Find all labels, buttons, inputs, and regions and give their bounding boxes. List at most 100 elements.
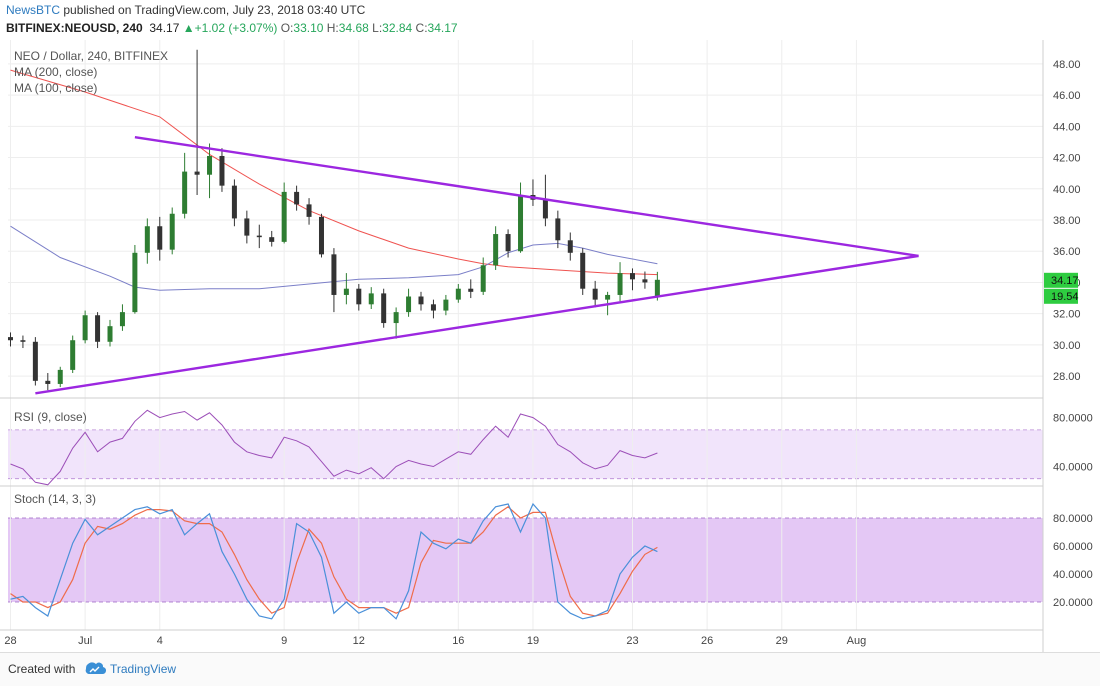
candle-body xyxy=(107,326,113,342)
last-price: 34.17 xyxy=(149,21,180,35)
ma200-line xyxy=(10,69,658,276)
price-tag-box xyxy=(1044,288,1078,304)
candle-body xyxy=(57,369,63,384)
candle-body xyxy=(555,218,561,241)
candle-body xyxy=(194,171,200,175)
main-legend-label: MA (100, close) xyxy=(14,81,97,95)
candle-body xyxy=(32,341,38,381)
high-label: H: xyxy=(326,21,339,35)
tradingview-link[interactable]: TradingView xyxy=(110,662,177,676)
rsi-tick-label: 40.0000 xyxy=(1053,461,1093,473)
candle-body xyxy=(182,171,188,214)
price-tick-label: 40.00 xyxy=(1053,184,1081,196)
candle-body xyxy=(95,315,101,342)
created-with-text: Created with xyxy=(8,662,76,676)
stoch-d-line xyxy=(10,506,658,617)
time-tick-label: Aug xyxy=(847,635,867,647)
candle-body xyxy=(119,312,125,327)
price-tick-label: 32.00 xyxy=(1053,309,1081,321)
main-legend-label: MA (200, close) xyxy=(14,65,97,79)
tradingview-logo-icon xyxy=(85,662,106,675)
candle-body xyxy=(244,218,250,236)
up-arrow-icon: ▲ xyxy=(182,21,195,35)
candle-body xyxy=(45,380,51,384)
author-link[interactable]: NewsBTC xyxy=(6,3,61,17)
candle-body xyxy=(468,288,474,292)
candle-body xyxy=(480,265,486,292)
time-tick-label: 16 xyxy=(452,635,464,647)
open-value: 33.10 xyxy=(293,21,324,35)
main-legend-label: NEO / Dollar, 240, BITFINEX xyxy=(14,49,168,63)
price-tag-label: 19.54 xyxy=(1051,291,1079,303)
published-text: published on TradingView.com, July 23, 2… xyxy=(60,3,366,17)
close-label: C: xyxy=(415,21,428,35)
candle-body xyxy=(318,216,324,255)
rsi-band xyxy=(8,429,1043,479)
footer-bar: Created with TradingView xyxy=(0,652,1100,686)
time-tick-label: 12 xyxy=(353,635,365,647)
candle-body xyxy=(505,234,511,252)
candle-body xyxy=(356,288,362,305)
candle-body xyxy=(219,155,225,186)
time-tick-label: Jul xyxy=(78,635,92,647)
price-tick-label: 38.00 xyxy=(1053,215,1081,227)
lower-trendline xyxy=(35,254,919,395)
candle-body xyxy=(592,288,598,300)
candle-body xyxy=(306,204,312,217)
stoch-tick-label: 60.0000 xyxy=(1053,541,1093,553)
candle-body xyxy=(231,185,237,219)
price-tick-label: 28.00 xyxy=(1053,371,1081,383)
candle-body xyxy=(642,279,648,283)
high-value: 34.68 xyxy=(338,21,369,35)
price-tick-label: 36.00 xyxy=(1053,246,1081,258)
price-change: +1.02 (+3.07%) xyxy=(194,21,278,35)
publish-line: NewsBTC published on TradingView.com, Ju… xyxy=(6,3,365,17)
stoch-tick-label: 80.0000 xyxy=(1053,513,1093,525)
stoch-tick-label: 20.0000 xyxy=(1053,597,1093,609)
price-tick-label: 30.00 xyxy=(1053,340,1081,352)
chart-header: NewsBTC published on TradingView.com, Ju… xyxy=(0,0,1100,40)
candle-body xyxy=(157,226,163,250)
candle-body xyxy=(7,337,13,341)
candle-body xyxy=(169,213,175,250)
candle-body xyxy=(331,254,337,295)
price-tick-label: 44.00 xyxy=(1053,121,1081,133)
candle-body xyxy=(343,288,349,295)
price-tag-box xyxy=(1044,272,1078,288)
price-tick-label: 46.00 xyxy=(1053,90,1081,102)
candle-body xyxy=(368,293,374,305)
stoch-k-line xyxy=(10,502,658,620)
price-tick-label: 42.00 xyxy=(1053,153,1081,165)
candle-body xyxy=(132,252,138,313)
candle-body xyxy=(455,288,461,300)
candle-body xyxy=(256,235,262,238)
time-tick-label: 4 xyxy=(157,635,163,647)
time-tick-label: 23 xyxy=(626,635,638,647)
candle-body xyxy=(269,237,275,242)
low-label: L: xyxy=(372,21,383,35)
rsi-line xyxy=(10,409,658,486)
candle-body xyxy=(393,312,399,324)
time-tick-label: 29 xyxy=(776,635,788,647)
candle-body xyxy=(70,340,76,370)
candle-body xyxy=(518,195,524,252)
time-tick-label: 19 xyxy=(527,635,539,647)
candle-body xyxy=(406,296,412,313)
candle-body xyxy=(418,296,424,305)
candle-body xyxy=(430,304,436,311)
candle-body xyxy=(294,191,300,205)
symbol-label: BITFINEX:NEOUSD, 240 xyxy=(6,21,143,35)
stoch-tick-label: 40.0000 xyxy=(1053,569,1093,581)
time-tick-label: 26 xyxy=(701,635,713,647)
candle-body xyxy=(493,234,499,266)
candle-body xyxy=(207,155,213,175)
candle-body xyxy=(542,199,548,219)
candle-body xyxy=(654,279,660,297)
time-tick-label: 28 xyxy=(4,635,16,647)
stoch-band xyxy=(8,518,1043,602)
low-value: 32.84 xyxy=(382,21,413,35)
chart-canvas[interactable]: NEO / Dollar, 240, BITFINEX MA (200, clos… xyxy=(0,40,1100,652)
stoch-legend-label: Stoch (14, 3, 3) xyxy=(14,492,96,506)
upper-trendline xyxy=(134,136,919,258)
candle-body xyxy=(567,240,573,253)
